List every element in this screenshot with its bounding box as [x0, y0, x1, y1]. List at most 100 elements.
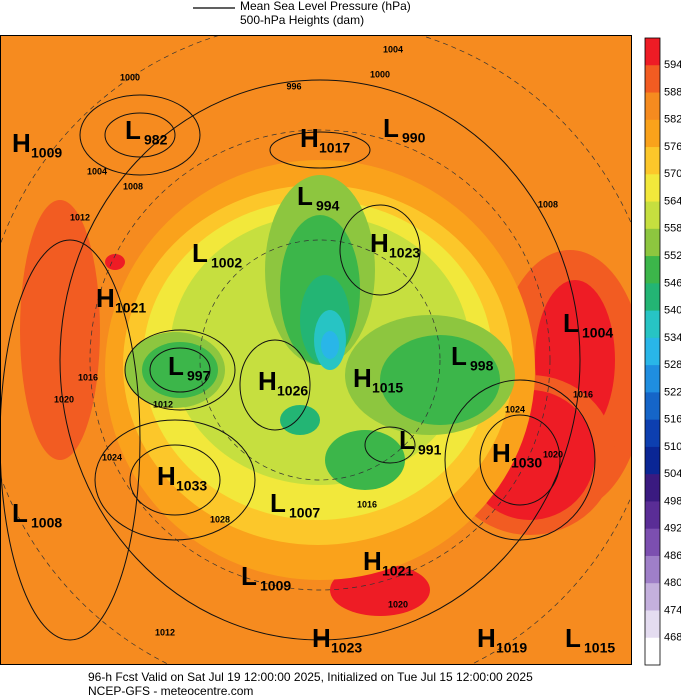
center-letter: L	[192, 238, 208, 268]
colorbar-label: 570	[664, 168, 681, 180]
contour-label: 1028	[210, 514, 230, 524]
colorbar-label: 546	[664, 277, 681, 289]
colorbar-label: 540	[664, 305, 681, 317]
colorbar-band	[645, 474, 660, 502]
isobar	[129, 444, 221, 516]
colorbar-label: 522	[664, 386, 681, 398]
contour-label: 1008	[538, 199, 558, 209]
center-pressure: 1015	[584, 640, 615, 656]
height-field	[20, 200, 100, 460]
colorbar-label: 594	[664, 59, 681, 71]
colorbar-label: 588	[664, 86, 681, 98]
colorbar-band	[645, 365, 660, 393]
center-letter: L	[399, 425, 415, 455]
center-pressure: 1017	[319, 140, 350, 156]
center-pressure: 1023	[389, 245, 420, 261]
center-letter: L	[451, 341, 467, 371]
colorbar-band	[645, 119, 660, 148]
center-pressure: 1008	[31, 515, 62, 531]
contour-label: 1016	[78, 372, 98, 382]
contour-label: 1012	[153, 399, 173, 409]
colorbar-band	[645, 446, 660, 475]
isobar	[239, 339, 311, 431]
colorbar-frame	[644, 37, 661, 666]
center-pressure: 1019	[496, 640, 527, 656]
colorbar-label: 486	[664, 550, 681, 562]
colorbar-band	[645, 65, 660, 94]
contour-label: 1020	[54, 394, 74, 404]
contour-label: 1024	[102, 452, 122, 462]
contour-label: 1004	[87, 166, 107, 176]
latitude-circle	[89, 129, 551, 591]
colorbar-band	[645, 501, 660, 530]
height-field	[321, 331, 339, 359]
isobar	[94, 419, 256, 541]
colorbar-band	[645, 256, 660, 284]
colorbar-band	[645, 337, 660, 366]
colorbar-label: 576	[664, 141, 681, 153]
isobar	[104, 112, 176, 158]
center-pressure: 1033	[176, 478, 207, 494]
colorbar-band	[645, 147, 660, 175]
center-pressure: 1021	[382, 563, 413, 579]
center-letter: H	[157, 461, 176, 491]
colorbar-band	[645, 610, 660, 639]
center-pressure: 1026	[277, 383, 308, 399]
center-pressure: 991	[418, 442, 442, 458]
center-pressure: 982	[144, 132, 168, 148]
center-letter: H	[353, 363, 372, 393]
center-letter: H	[312, 623, 331, 653]
map-frame	[0, 35, 632, 665]
center-letter: L	[168, 351, 184, 381]
center-pressure: 990	[402, 130, 426, 146]
colorbar-band	[645, 528, 660, 557]
center-letter: H	[258, 366, 277, 396]
center-letter: H	[96, 283, 115, 313]
isobar	[149, 347, 211, 393]
center-pressure: 997	[187, 368, 211, 384]
center-letter: L	[12, 498, 28, 528]
center-pressure: 1023	[331, 640, 362, 656]
colorbar-label: 504	[664, 468, 681, 480]
center-pressure: 998	[470, 358, 494, 374]
center-letter: L	[383, 113, 399, 143]
center-letter: L	[565, 623, 581, 653]
contour-label: 1020	[388, 599, 408, 609]
height-field	[380, 335, 500, 425]
center-letter: L	[297, 181, 313, 211]
footer-source: NCEP-GFS - meteocentre.com	[88, 684, 253, 698]
colorbar-band	[645, 174, 660, 203]
colorbar-band	[645, 228, 660, 257]
colorbar-label: 498	[664, 495, 681, 507]
contour-label: 1000	[120, 72, 140, 82]
colorbar-band	[645, 555, 660, 584]
contour-label: 1016	[573, 389, 593, 399]
colorbar-label: 492	[664, 523, 681, 535]
colorbar-band	[645, 583, 660, 611]
isobar	[0, 239, 141, 641]
height-field	[280, 405, 320, 435]
isobar	[339, 204, 421, 296]
contour-label: 1004	[383, 44, 403, 54]
isobar	[124, 329, 236, 411]
center-pressure: 1021	[115, 300, 146, 316]
legend-line-label: Mean Sea Level Pressure (hPa)	[240, 0, 411, 13]
isobar	[59, 79, 581, 641]
center-letter: L	[125, 115, 141, 145]
center-pressure: 1009	[31, 145, 62, 161]
center-letter: H	[300, 123, 319, 153]
colorbar: 594 588 582 576 570 564 558 552 546 540 534 528 522 5…	[644, 37, 681, 666]
center-letter: L	[270, 488, 286, 518]
colorbar-band	[645, 310, 660, 339]
isobar	[269, 131, 371, 169]
colorbar-label: 582	[664, 114, 681, 126]
contour-label: 1012	[155, 627, 175, 637]
center-pressure: 994	[316, 198, 340, 214]
contour-label: 1024	[505, 404, 525, 414]
colorbar-band	[645, 92, 660, 121]
contour-label: 1000	[370, 69, 390, 79]
center-pressure: 1004	[582, 325, 613, 341]
colorbar-label: 510	[664, 441, 681, 453]
colorbar-label: 558	[664, 223, 681, 235]
